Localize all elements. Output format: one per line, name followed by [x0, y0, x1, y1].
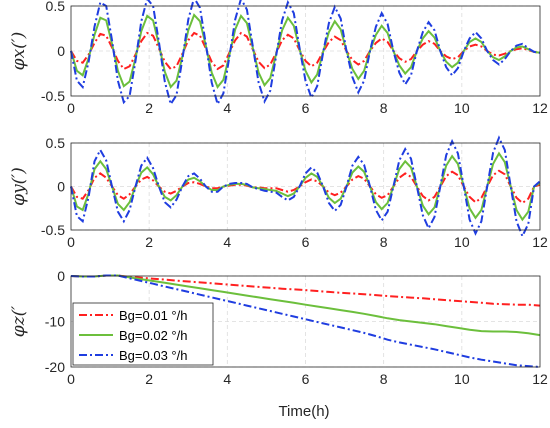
series-line-phi-z-1 [70, 274, 541, 307]
y-axis-label-phi-y: φy(′) [9, 167, 29, 206]
x-tick-label-phi-z: 8 [380, 371, 388, 387]
series-phi-x [70, 0, 541, 107]
x-axis-label: Time(h) [278, 403, 329, 420]
x-tick-label-phi-x: 4 [223, 100, 231, 116]
y-tick-label-phi-x: -0.5 [41, 88, 65, 104]
ticks-phi-x: 0 2 4 6 8 10 120.50-0.5 [41, 0, 548, 116]
x-tick-label-phi-z: 4 [223, 371, 231, 387]
y-axis-label-phi-z: φz(′ [9, 306, 29, 337]
legend-label-1: Bg=0.01 °/h [119, 308, 187, 323]
x-tick-label-phi-y: 12 [532, 234, 548, 250]
legend-label-2: Bg=0.02 °/h [119, 328, 187, 343]
legend-label-3: Bg=0.03 °/h [119, 348, 187, 363]
x-tick-label-phi-x: 0 [67, 100, 75, 116]
x-tick-label-phi-x: 8 [380, 100, 388, 116]
y-tick-label-phi-x: 0 [57, 43, 65, 59]
x-tick-label-phi-x: 6 [302, 100, 310, 116]
legend: Bg=0.01 °/h Bg=0.02 °/h Bg=0.03 °/h [72, 302, 214, 366]
x-tick-label-phi-z: 12 [532, 371, 548, 387]
y-axis-label-phi-x: φx(′) [9, 32, 29, 71]
x-tick-label-phi-y: 0 [67, 234, 75, 250]
series-line-phi-z-2 [70, 274, 541, 337]
x-tick-label-phi-x: 10 [454, 100, 470, 116]
ticks-phi-z: 0 2 4 6 8 10 12 0 -10 -20 [45, 268, 548, 387]
series-line-phi-z-3 [70, 274, 541, 368]
chart-panel-phi-y: 0 2 4 6 8 10 120.50-0.5 φy(′) [9, 135, 548, 250]
x-tick-label-phi-y: 10 [454, 234, 470, 250]
chart-panel-phi-x: 0 2 4 6 8 10 120.50-0.5 φx(′) [9, 0, 548, 116]
x-tick-label-phi-y: 4 [223, 234, 231, 250]
y-tick-label-phi-y: -0.5 [41, 222, 65, 238]
y-tick-label-phi-z: -10 [45, 314, 65, 330]
y-tick-label-phi-y: 0.5 [46, 135, 66, 151]
x-tick-label-phi-z: 0 [67, 371, 75, 387]
x-tick-label-phi-x: 2 [145, 100, 153, 116]
x-tick-label-phi-z: 6 [302, 371, 310, 387]
series-line-phi-x-3 [70, 0, 541, 107]
x-tick-label-phi-z: 2 [145, 371, 153, 387]
axes-frame-phi-y [70, 142, 541, 231]
chart-panel-phi-z: 0 2 4 6 8 10 12 0 -10 -20 φz(′ Bg=0.01 °/h Bg=0.02… [9, 268, 548, 387]
x-tick-label-phi-z: 10 [454, 371, 470, 387]
x-tick-label-phi-y: 8 [380, 234, 388, 250]
x-tick-label-phi-x: 12 [532, 100, 548, 116]
axes-frame-phi-z [70, 275, 541, 368]
y-tick-label-phi-z: -20 [45, 359, 65, 375]
x-tick-label-phi-y: 6 [302, 234, 310, 250]
ticks-phi-y: 0 2 4 6 8 10 120.50-0.5 [41, 135, 548, 250]
x-tick-label-phi-y: 2 [145, 234, 153, 250]
series-line-phi-y-3 [70, 135, 541, 239]
series-phi-z [70, 274, 541, 368]
y-tick-label-phi-y: 0 [57, 179, 65, 195]
series-phi-y [70, 135, 541, 239]
y-tick-label-phi-x: 0.5 [46, 0, 66, 14]
y-tick-label-phi-z: 0 [57, 268, 65, 284]
axes-frame-phi-x [70, 5, 541, 97]
